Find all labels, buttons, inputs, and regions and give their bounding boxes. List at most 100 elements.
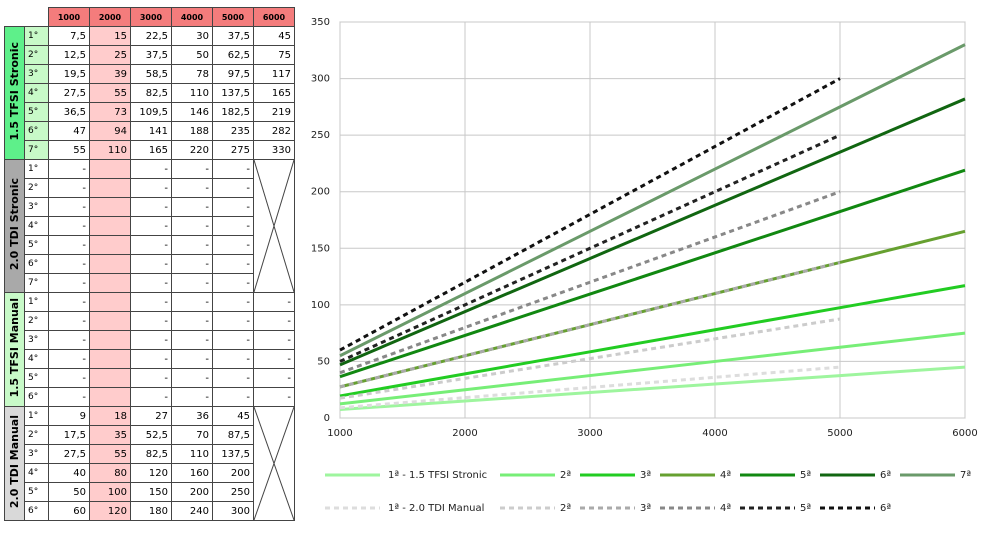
value-cell: - <box>48 273 90 293</box>
value-cell <box>89 159 131 179</box>
table-row: 4° - - - - <box>5 216 295 236</box>
group-label: 2.0 TDI Manual <box>4 406 25 521</box>
value-cell: - <box>253 368 295 388</box>
group-label: 1.5 TFSI Manual <box>4 292 25 407</box>
value-cell: - <box>171 235 213 255</box>
data-table: 1000 2000 3000 4000 5000 6000 1.5 TFSI Stronic… <box>4 7 295 521</box>
value-cell: 240 <box>171 501 213 521</box>
table-row: 3° 19,5 39 58,5 78 97,5 117 <box>5 64 295 84</box>
value-cell: - <box>130 159 172 179</box>
gear-cell: 7° <box>24 140 49 160</box>
column-header: 4000 <box>171 7 213 27</box>
value-cell: 27,5 <box>48 83 90 103</box>
value-cell: - <box>48 159 90 179</box>
value-cell: - <box>171 273 213 293</box>
plot-frame <box>339 21 966 419</box>
value-cell: 25 <box>89 45 131 65</box>
value-cell: 188 <box>171 121 213 141</box>
column-header: 6000 <box>253 7 295 27</box>
value-cell: - <box>130 292 172 312</box>
value-cell: - <box>171 292 213 312</box>
legend-label: 6ª <box>880 503 891 514</box>
value-cell <box>89 330 131 350</box>
series-line <box>339 317 841 400</box>
x-tick-label: 6000 <box>952 428 977 439</box>
value-cell: - <box>171 216 213 236</box>
value-cell: 37,5 <box>130 45 172 65</box>
cross <box>254 160 294 292</box>
series-line <box>339 97 966 367</box>
table-row: 6° - - - - <box>5 254 295 274</box>
column-header: 1000 <box>48 7 90 27</box>
gear-cell: 4° <box>24 216 49 236</box>
value-cell: 55 <box>48 140 90 160</box>
value-cell: 62,5 <box>212 45 254 65</box>
value-cell: - <box>130 216 172 236</box>
header-row: 1000 2000 3000 4000 5000 6000 <box>4 7 295 27</box>
value-cell: 141 <box>130 121 172 141</box>
value-cell: 235 <box>212 121 254 141</box>
legend-label: 4ª <box>720 470 731 481</box>
value-cell: - <box>253 311 295 331</box>
value-cell: 47 <box>48 121 90 141</box>
value-cell: 82,5 <box>130 444 172 464</box>
table-row: 6° 47 94 141 188 235 282 <box>5 121 295 141</box>
series-line <box>339 365 966 412</box>
group-label: 1.5 TFSI Stronic <box>4 26 25 160</box>
gear-cell: 6° <box>24 387 49 407</box>
value-cell: 200 <box>212 463 254 483</box>
column-header: 2000 <box>89 7 131 27</box>
value-cell: 37,5 <box>212 26 254 46</box>
value-cell: 50 <box>48 482 90 502</box>
gear-cell: 1° <box>24 159 49 179</box>
group-label-text: 1.5 TFSI Manual <box>8 298 21 398</box>
value-cell: - <box>48 216 90 236</box>
value-cell: 40 <box>48 463 90 483</box>
value-cell: - <box>212 330 254 350</box>
value-cell: - <box>212 349 254 369</box>
value-cell <box>89 387 131 407</box>
gear-cell: 5° <box>24 482 49 502</box>
value-cell: - <box>48 178 90 198</box>
value-cell <box>89 273 131 293</box>
y-tick-label: 50 <box>317 356 330 367</box>
legend-label: 2ª <box>560 470 571 481</box>
gear-cell: 4° <box>24 349 49 369</box>
value-cell: 160 <box>171 463 213 483</box>
value-cell: 180 <box>130 501 172 521</box>
crossed-cell <box>253 159 295 293</box>
value-cell: - <box>171 254 213 274</box>
cross <box>254 407 294 520</box>
value-cell: - <box>171 178 213 198</box>
value-cell: - <box>130 197 172 217</box>
legend-label: 6ª <box>880 470 891 481</box>
value-cell: 50 <box>171 45 213 65</box>
value-cell: - <box>48 349 90 369</box>
table-row: 2° - - - - - <box>5 311 295 331</box>
value-cell: - <box>130 349 172 369</box>
value-cell: - <box>212 387 254 407</box>
gear-cell: 4° <box>24 83 49 103</box>
value-cell: - <box>253 387 295 407</box>
value-cell <box>89 292 131 312</box>
value-cell: - <box>48 292 90 312</box>
value-cell: 70 <box>171 425 213 445</box>
table-row: 6° 60 120 180 240 300 <box>5 501 295 521</box>
value-cell: - <box>171 330 213 350</box>
value-cell: - <box>130 235 172 255</box>
value-cell: 36 <box>171 406 213 426</box>
value-cell: 94 <box>89 121 131 141</box>
y-tick-label: 0 <box>324 413 330 424</box>
table-row: 4° 27,5 55 82,5 110 137,5 165 <box>5 83 295 103</box>
value-cell <box>89 197 131 217</box>
value-cell: 146 <box>171 102 213 122</box>
value-cell: 12,5 <box>48 45 90 65</box>
table-row: 3° - - - - - <box>5 330 295 350</box>
value-cell: - <box>212 216 254 236</box>
series-line <box>339 133 841 363</box>
gear-cell: 2° <box>24 311 49 331</box>
value-cell: 73 <box>89 102 131 122</box>
value-cell <box>89 311 131 331</box>
value-cell: - <box>130 254 172 274</box>
